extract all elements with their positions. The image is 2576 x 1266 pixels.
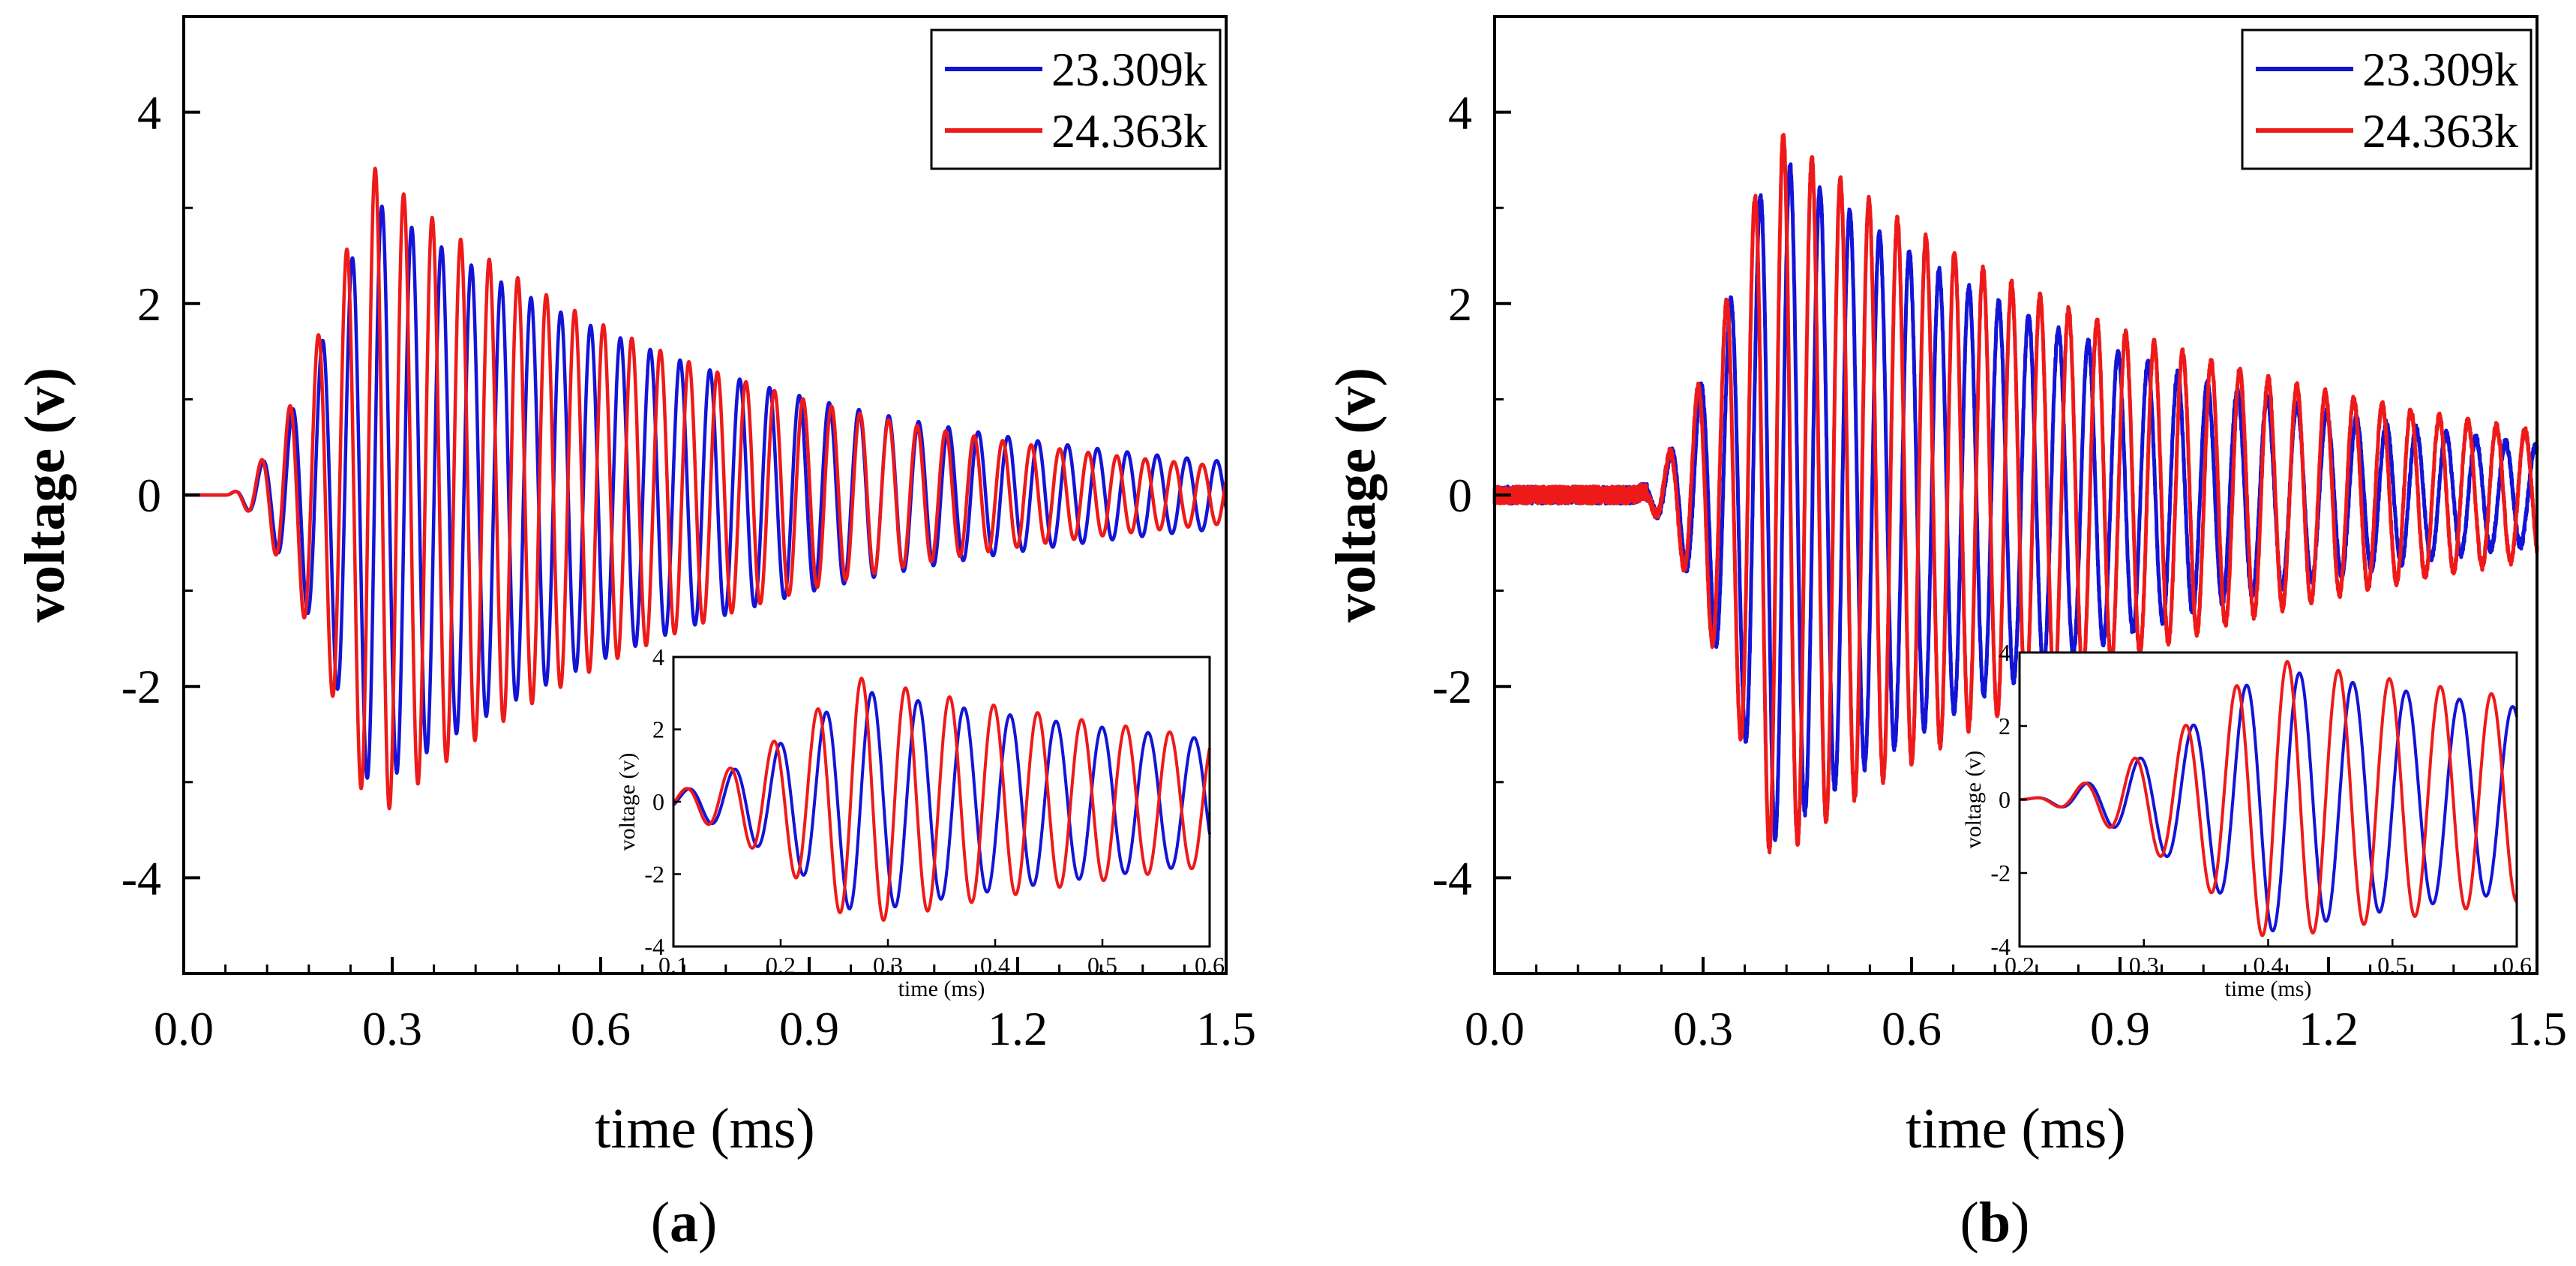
inset-y-tick-label: 2 (1999, 712, 2011, 740)
inset-x-tick-label: 0.6 (2502, 952, 2532, 979)
inset-background (673, 657, 1210, 946)
x-axis-label: time (ms) (595, 1097, 814, 1160)
x-tick-label: 1.5 (1196, 1002, 1256, 1055)
series-line-24.363k (181, 166, 1228, 811)
inset-x-tick-label: 0.4 (980, 952, 1010, 979)
x-tick-label: 0.9 (2090, 1002, 2150, 1055)
inset-y-tick-label: -4 (1990, 933, 2011, 960)
y-tick-label: 0 (137, 469, 161, 522)
y-tick-label: -2 (121, 660, 161, 713)
inset-x-tick-label: 0.5 (2377, 952, 2407, 979)
y-tick-label: 2 (137, 278, 161, 331)
inset-y-tick-label: 0 (1999, 786, 2011, 813)
panel-label: (b) (1960, 1191, 2030, 1254)
inset-y-tick-label: -4 (644, 933, 664, 960)
legend-label: 23.309k (2362, 43, 2518, 96)
chart-panel-b: 0.0 0.3 0.6 0.9 1.2 1.5 -4 -2 0 2 4 time (ms) voltag… (1324, 15, 2567, 1254)
inset-x-tick-label: 0.1 (658, 952, 688, 979)
series-line-23.309k (181, 204, 1228, 780)
x-tick-label: 1.2 (988, 1002, 1048, 1055)
panel-label: (a) (651, 1191, 718, 1254)
inset-series-24.363k (672, 676, 1211, 922)
y-tick-label: -2 (1432, 660, 1472, 713)
inset-chart: 0.1 0.2 0.3 0.4 0.5 0.6 -4 -2 0 2 4 time (ms) voltag… (615, 644, 1225, 1001)
y-tick-label: 4 (137, 86, 161, 140)
y-tick-label: 4 (1448, 86, 1472, 140)
inset-y-tick-label: 2 (652, 716, 664, 743)
x-tick-label: 0.0 (1465, 1002, 1525, 1055)
y-axis-label: voltage (v) (13, 368, 76, 622)
inset-chart: 0.2 0.3 0.4 0.5 0.6 -4 -2 0 2 4 time (ms) voltage (… (1961, 639, 2532, 1001)
y-tick-label: 0 (1448, 469, 1472, 522)
x-axis-label: time (ms) (1906, 1097, 2125, 1160)
inset-y-axis-label: voltage (v) (1961, 751, 1986, 849)
legend-label: 24.363k (1051, 104, 1207, 158)
inset-x-tick-label: 0.2 (2005, 952, 2035, 979)
x-tick-label: 1.5 (2507, 1002, 2567, 1055)
y-tick-label: -4 (1432, 851, 1472, 904)
inset-x-tick-label: 0.5 (1087, 952, 1117, 979)
inset-x-tick-label: 0.6 (1195, 952, 1225, 979)
inset-series-24.363k (2020, 659, 2518, 938)
x-tick-label: 0.0 (154, 1002, 214, 1055)
inset-series-23.309k (672, 691, 1211, 910)
inset-y-tick-label: 4 (1999, 639, 2011, 666)
chart-panel-a: 0.0 0.3 0.6 0.9 1.2 1.5 -4 -2 0 2 4 time (ms) voltag… (13, 15, 1256, 1254)
y-tick-label: 2 (1448, 278, 1472, 331)
inset-y-tick-label: 0 (652, 788, 664, 815)
x-tick-label: 0.3 (362, 1002, 422, 1055)
y-tick-label: -4 (121, 851, 161, 904)
inset-x-tick-label: 0.3 (873, 952, 903, 979)
x-tick-label: 0.6 (571, 1002, 631, 1055)
legend: 23.309k 24.363k (930, 28, 1222, 170)
inset-y-axis-label: voltage (v) (615, 753, 640, 851)
inset-x-tick-label: 0.2 (766, 952, 796, 979)
legend: 23.309k 24.363k (2241, 28, 2533, 170)
x-tick-label: 0.9 (779, 1002, 839, 1055)
legend-label: 24.363k (2362, 104, 2518, 158)
y-axis-label: voltage (v) (1324, 368, 1387, 622)
legend-box (930, 28, 1222, 170)
inset-x-axis-label: time (ms) (898, 976, 985, 1001)
inset-x-tick-label: 0.3 (2129, 952, 2159, 979)
inset-x-axis-label: time (ms) (2225, 976, 2312, 1001)
inset-y-tick-label: -2 (1990, 860, 2011, 886)
x-tick-label: 0.3 (1673, 1002, 1733, 1055)
x-tick-label: 0.6 (1882, 1002, 1942, 1055)
series-line-24.363k (1492, 133, 2539, 855)
inset-y-tick-label: -2 (644, 861, 664, 888)
inset-x-tick-label: 0.4 (2254, 952, 2284, 979)
x-tick-label: 1.2 (2299, 1002, 2359, 1055)
inset-y-tick-label: 4 (652, 644, 664, 670)
legend-box (2241, 28, 2533, 170)
legend-label: 23.309k (1051, 43, 1207, 96)
